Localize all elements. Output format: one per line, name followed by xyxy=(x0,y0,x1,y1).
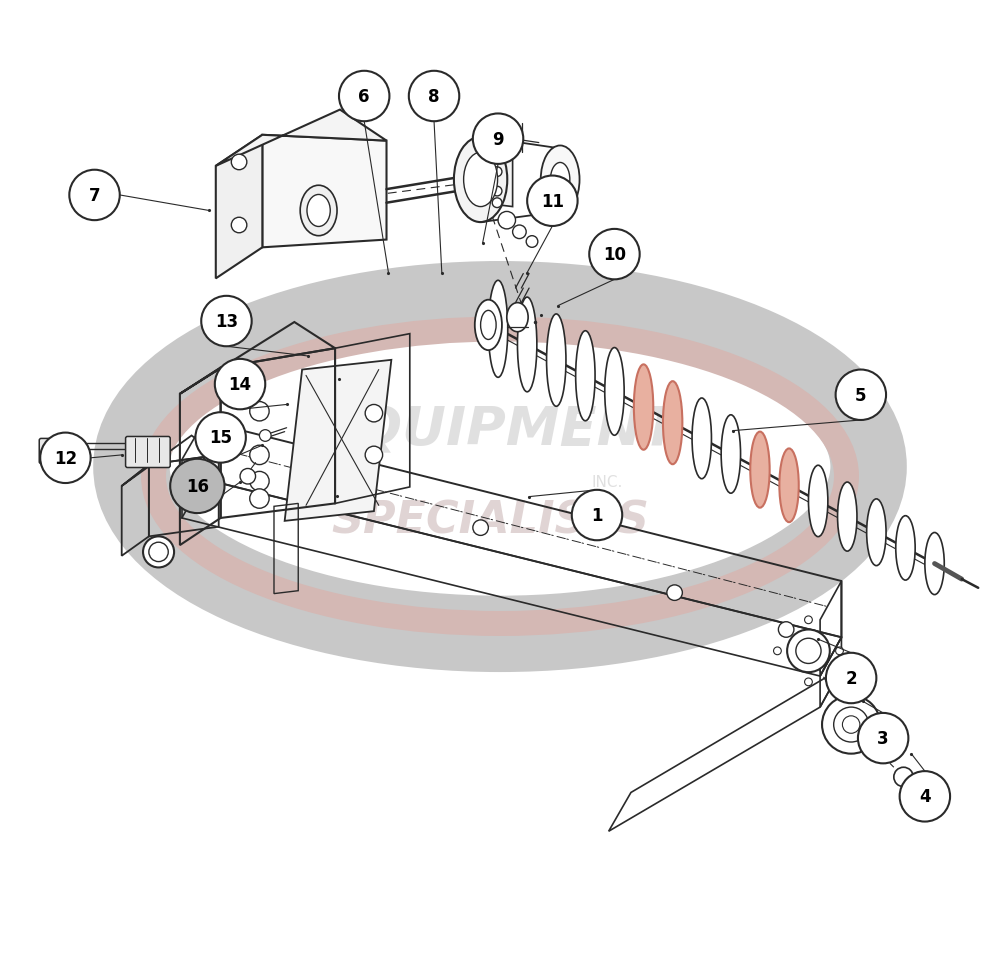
Circle shape xyxy=(492,168,502,177)
Ellipse shape xyxy=(692,398,711,480)
Circle shape xyxy=(492,199,502,208)
Ellipse shape xyxy=(605,348,624,436)
Circle shape xyxy=(231,218,247,234)
Circle shape xyxy=(805,616,812,624)
Text: 16: 16 xyxy=(186,478,209,495)
Ellipse shape xyxy=(517,297,537,392)
Circle shape xyxy=(259,430,271,442)
Ellipse shape xyxy=(896,516,915,580)
Text: 11: 11 xyxy=(541,193,564,210)
Circle shape xyxy=(201,297,252,347)
Polygon shape xyxy=(216,110,387,167)
Circle shape xyxy=(215,359,265,410)
Circle shape xyxy=(250,446,269,465)
Circle shape xyxy=(250,489,269,509)
Ellipse shape xyxy=(307,195,330,228)
Circle shape xyxy=(250,472,269,491)
Text: 6: 6 xyxy=(358,88,370,106)
Ellipse shape xyxy=(925,533,944,595)
Circle shape xyxy=(40,433,91,484)
Circle shape xyxy=(231,155,247,171)
Ellipse shape xyxy=(779,449,799,522)
Polygon shape xyxy=(285,360,391,521)
Text: 4: 4 xyxy=(919,788,931,805)
Polygon shape xyxy=(481,155,513,207)
Ellipse shape xyxy=(475,300,502,351)
FancyBboxPatch shape xyxy=(126,437,170,468)
Ellipse shape xyxy=(721,416,741,493)
Circle shape xyxy=(492,187,502,197)
Circle shape xyxy=(365,405,383,422)
Text: 14: 14 xyxy=(228,376,252,393)
Circle shape xyxy=(787,630,830,672)
Polygon shape xyxy=(216,136,262,279)
Circle shape xyxy=(149,543,168,562)
Circle shape xyxy=(250,402,269,422)
Circle shape xyxy=(69,171,120,221)
Ellipse shape xyxy=(550,163,570,198)
Circle shape xyxy=(240,469,256,484)
Circle shape xyxy=(834,707,869,742)
Circle shape xyxy=(143,537,174,568)
Ellipse shape xyxy=(750,432,770,508)
Circle shape xyxy=(409,72,459,122)
Text: 12: 12 xyxy=(54,450,77,467)
Text: 8: 8 xyxy=(428,88,440,106)
Circle shape xyxy=(842,716,860,734)
Ellipse shape xyxy=(541,146,580,214)
Circle shape xyxy=(473,520,488,536)
Circle shape xyxy=(836,370,886,421)
Circle shape xyxy=(778,622,794,638)
Text: 1: 1 xyxy=(591,507,603,524)
Ellipse shape xyxy=(481,311,496,340)
Text: 9: 9 xyxy=(492,131,504,148)
Ellipse shape xyxy=(576,331,595,422)
Circle shape xyxy=(836,647,843,655)
Circle shape xyxy=(527,176,578,227)
Text: EQUIPMENT: EQUIPMENT xyxy=(320,404,680,456)
Text: 15: 15 xyxy=(209,429,232,447)
Circle shape xyxy=(339,72,389,122)
Ellipse shape xyxy=(634,365,653,451)
FancyBboxPatch shape xyxy=(39,439,78,464)
Circle shape xyxy=(900,771,950,822)
Circle shape xyxy=(195,413,246,463)
Circle shape xyxy=(894,767,913,787)
Text: 5: 5 xyxy=(855,387,867,404)
Polygon shape xyxy=(262,136,387,248)
Circle shape xyxy=(774,647,781,655)
Text: SPECIALISTS: SPECIALISTS xyxy=(331,499,649,542)
Circle shape xyxy=(513,226,526,239)
Circle shape xyxy=(796,639,821,664)
Circle shape xyxy=(822,696,880,754)
Text: 2: 2 xyxy=(845,670,857,687)
Ellipse shape xyxy=(300,186,337,236)
Text: 10: 10 xyxy=(603,246,626,264)
Circle shape xyxy=(826,653,876,703)
Circle shape xyxy=(170,459,225,514)
Text: INC.: INC. xyxy=(591,474,622,489)
Ellipse shape xyxy=(488,281,508,378)
Circle shape xyxy=(805,678,812,686)
Ellipse shape xyxy=(454,138,507,223)
Text: 7: 7 xyxy=(89,187,100,204)
Circle shape xyxy=(572,490,622,541)
Ellipse shape xyxy=(867,499,886,566)
Circle shape xyxy=(526,236,538,248)
Circle shape xyxy=(498,212,516,230)
Ellipse shape xyxy=(808,466,828,537)
Text: 13: 13 xyxy=(215,313,238,330)
Circle shape xyxy=(589,230,640,280)
Circle shape xyxy=(365,447,383,464)
Ellipse shape xyxy=(464,153,498,207)
Ellipse shape xyxy=(663,382,682,465)
Ellipse shape xyxy=(547,315,566,407)
Circle shape xyxy=(858,713,908,764)
Circle shape xyxy=(667,585,682,601)
Ellipse shape xyxy=(838,483,857,551)
Circle shape xyxy=(473,114,523,165)
Text: 3: 3 xyxy=(877,730,889,747)
Ellipse shape xyxy=(507,303,528,332)
